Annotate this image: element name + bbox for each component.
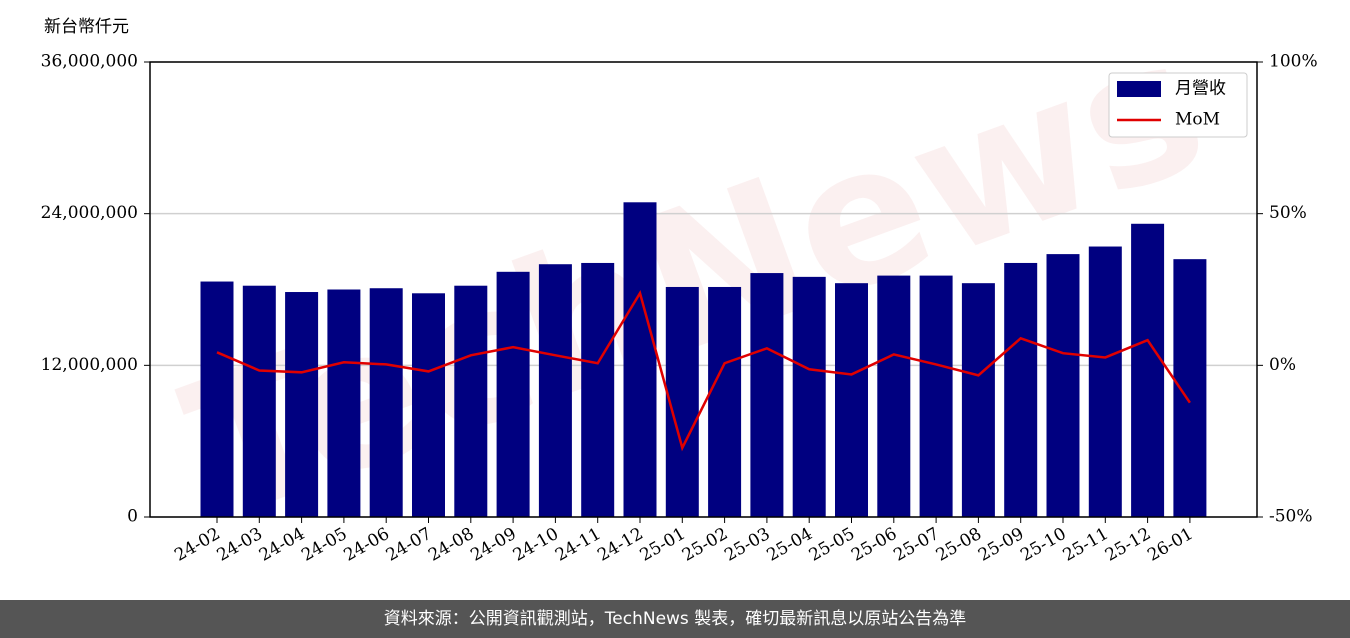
x-tick-label: 24-12 — [594, 524, 646, 566]
bar — [919, 275, 953, 517]
y-tick-label: 36,000,000 — [41, 52, 138, 72]
bar — [412, 293, 445, 517]
x-tick-label: 25-08 — [933, 524, 985, 566]
x-tick-label: 24-06 — [341, 524, 393, 566]
plot-frame — [149, 61, 1258, 518]
bar — [496, 271, 530, 517]
bar — [454, 285, 488, 517]
y-tick-label: 12,000,000 — [41, 355, 138, 375]
x-tick-label: 24-09 — [467, 524, 519, 566]
bar — [285, 292, 319, 517]
y2-tick-label: 0% — [1269, 355, 1296, 375]
y-axis-label: 新台幣仟元 — [44, 17, 129, 37]
x-tick-label: 26-01 — [1144, 524, 1196, 566]
bar — [665, 286, 699, 517]
bar — [581, 262, 615, 517]
bar — [200, 281, 234, 517]
bar — [1131, 223, 1165, 517]
y2-tick-label: 100% — [1269, 52, 1318, 72]
legend-swatch — [1117, 81, 1161, 97]
bar — [242, 285, 276, 517]
bar — [327, 289, 361, 517]
bar — [623, 202, 657, 517]
bar — [792, 276, 826, 517]
x-tick-label: 25-03 — [721, 524, 773, 566]
x-tick-label: 25-09 — [975, 524, 1027, 566]
x-tick-label: 24-11 — [552, 524, 604, 566]
x-tick-label: 25-12 — [1102, 524, 1154, 566]
legend-label: MoM — [1175, 110, 1220, 130]
y-tick-label: 24,000,000 — [41, 203, 138, 223]
bar — [538, 264, 572, 517]
chart: TechNews 新台幣仟元 012,000,00024,000,00036,0… — [41, 0, 1318, 566]
bar — [835, 283, 868, 517]
bar — [877, 275, 911, 517]
bar — [1173, 259, 1207, 517]
legend-label: 月營收 — [1175, 79, 1226, 99]
x-tick-label: 25-07 — [890, 524, 942, 566]
bar — [961, 283, 995, 517]
y-tick-label: 0 — [127, 507, 138, 527]
x-tick-label: 24-02 — [171, 524, 223, 566]
line — [216, 289, 1191, 452]
bar — [369, 288, 403, 517]
footer: 資料來源：公開資訊觀測站，TechNews 製表，確切最新訊息以原站公告為準 — [0, 600, 1350, 638]
x-tick-label: 25-05 — [806, 524, 858, 566]
x-tick-label: 25-04 — [764, 524, 816, 566]
x-tick-label: 25-11 — [1060, 524, 1112, 566]
bar — [1088, 246, 1122, 517]
x-tick-label: 25-02 — [679, 524, 731, 566]
bar — [750, 273, 784, 517]
x-tick-label: 25-06 — [848, 524, 900, 566]
y2-tick-label: -50% — [1269, 507, 1313, 527]
bar — [708, 286, 742, 517]
x-tick-label: 24-08 — [425, 524, 477, 566]
x-tick-label: 24-07 — [383, 524, 435, 566]
x-tick-label: 25-01 — [637, 524, 689, 566]
y2-tick-label: 50% — [1269, 203, 1307, 223]
bar — [1004, 262, 1038, 517]
x-tick-label: 25-10 — [1017, 524, 1069, 566]
bar — [1046, 254, 1080, 517]
x-tick-label: 24-10 — [510, 524, 562, 566]
